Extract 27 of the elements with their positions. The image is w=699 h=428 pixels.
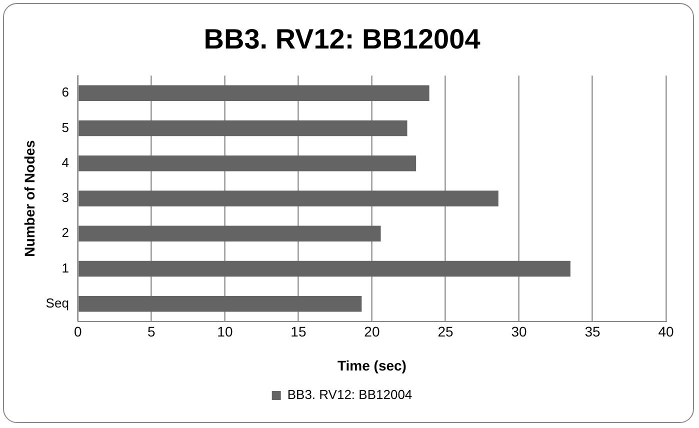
x-tick-label: 15	[290, 324, 306, 340]
x-tick-label: 20	[364, 324, 380, 340]
y-tick-label: 1	[62, 260, 69, 276]
x-axis-title: Time (sec)	[337, 357, 406, 374]
legend-label: BB3. RV12: BB12004	[287, 387, 412, 402]
y-axis-title: Number of Nodes	[21, 140, 38, 257]
x-tick-label: 10	[217, 324, 233, 340]
x-tick-label: 25	[438, 324, 454, 340]
bar	[78, 85, 430, 102]
bar	[78, 226, 381, 242]
y-tick-label: 4	[62, 154, 69, 170]
bar	[78, 260, 570, 277]
y-tick-label: 6	[62, 84, 69, 100]
bar	[78, 155, 416, 172]
x-tick-label: 40	[658, 324, 674, 340]
y-tick-label: Seq	[46, 295, 69, 310]
bar	[78, 120, 408, 136]
x-tick-label: 35	[584, 324, 600, 340]
y-tick-label: 2	[62, 225, 69, 240]
chart-title: BB3. RV12: BB12004	[204, 24, 481, 55]
bar	[78, 296, 362, 312]
bar	[78, 190, 498, 206]
x-tick-label: 30	[511, 324, 527, 340]
x-tick-label: 0	[74, 324, 82, 340]
y-tick-label: 5	[62, 120, 69, 135]
y-tick-label: 3	[62, 190, 69, 206]
x-tick-label: 5	[148, 324, 156, 340]
